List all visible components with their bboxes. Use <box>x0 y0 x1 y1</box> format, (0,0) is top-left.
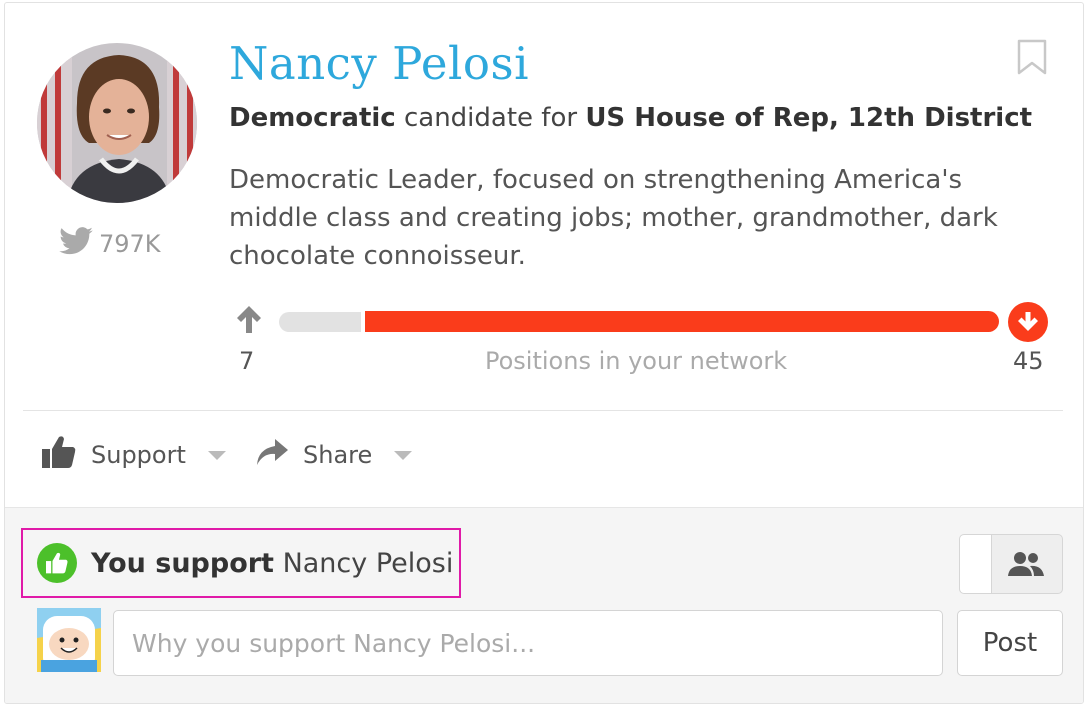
people-icon <box>1008 551 1044 581</box>
user-avatar[interactable] <box>37 608 101 672</box>
chevron-down-icon <box>207 450 226 460</box>
twitter-followers-count: 797K <box>99 230 161 258</box>
divider <box>23 410 1063 411</box>
you-support-name: Nancy Pelosi <box>282 547 454 579</box>
chevron-down-icon <box>394 450 413 460</box>
oppose-count[interactable]: 45 <box>1013 347 1044 375</box>
post-button[interactable]: Post <box>957 610 1063 676</box>
you-support-status: You support Nancy Pelosi <box>21 528 461 598</box>
candidate-name[interactable]: Nancy Pelosi <box>229 37 529 90</box>
twitter-followers[interactable]: 797K <box>59 227 161 261</box>
support-panel: You support Nancy Pelosi <box>5 507 1083 703</box>
share-arrow-icon <box>255 437 289 473</box>
candidate-bio: Democratic Leader, focused on strengthen… <box>229 165 998 271</box>
thumbs-up-icon <box>37 543 77 583</box>
share-label: Share <box>303 441 373 469</box>
office-label: US House of Rep, 12th District <box>585 103 1033 133</box>
reason-input[interactable] <box>113 610 943 676</box>
candidate-for-text: candidate for <box>403 103 578 133</box>
candidate-card: 797K Nancy Pelosi Democratic candidate f… <box>4 2 1084 704</box>
positions-caption: Positions in your network <box>485 347 788 375</box>
you-support-label: You support <box>91 547 274 579</box>
oppose-bar <box>365 311 999 332</box>
visibility-toggle[interactable] <box>959 534 1063 594</box>
party-label: Democratic <box>229 103 396 133</box>
toggle-knob[interactable] <box>960 535 992 593</box>
thumbs-up-icon <box>41 435 77 475</box>
support-bar <box>279 312 361 332</box>
support-label: Support <box>91 441 186 469</box>
share-button[interactable]: Share <box>255 433 413 477</box>
you-support-text: You support Nancy Pelosi <box>91 548 453 579</box>
bookmark-icon[interactable] <box>1017 39 1047 75</box>
support-count[interactable]: 7 <box>239 347 255 375</box>
arrow-up-icon[interactable] <box>233 303 265 335</box>
candidate-photo[interactable] <box>37 43 197 203</box>
arrow-down-circle-icon[interactable] <box>1008 302 1048 342</box>
support-button[interactable]: Support <box>41 433 226 477</box>
candidate-subtitle: Democratic candidate for US House of Rep… <box>229 103 1032 133</box>
twitter-icon <box>59 227 93 261</box>
